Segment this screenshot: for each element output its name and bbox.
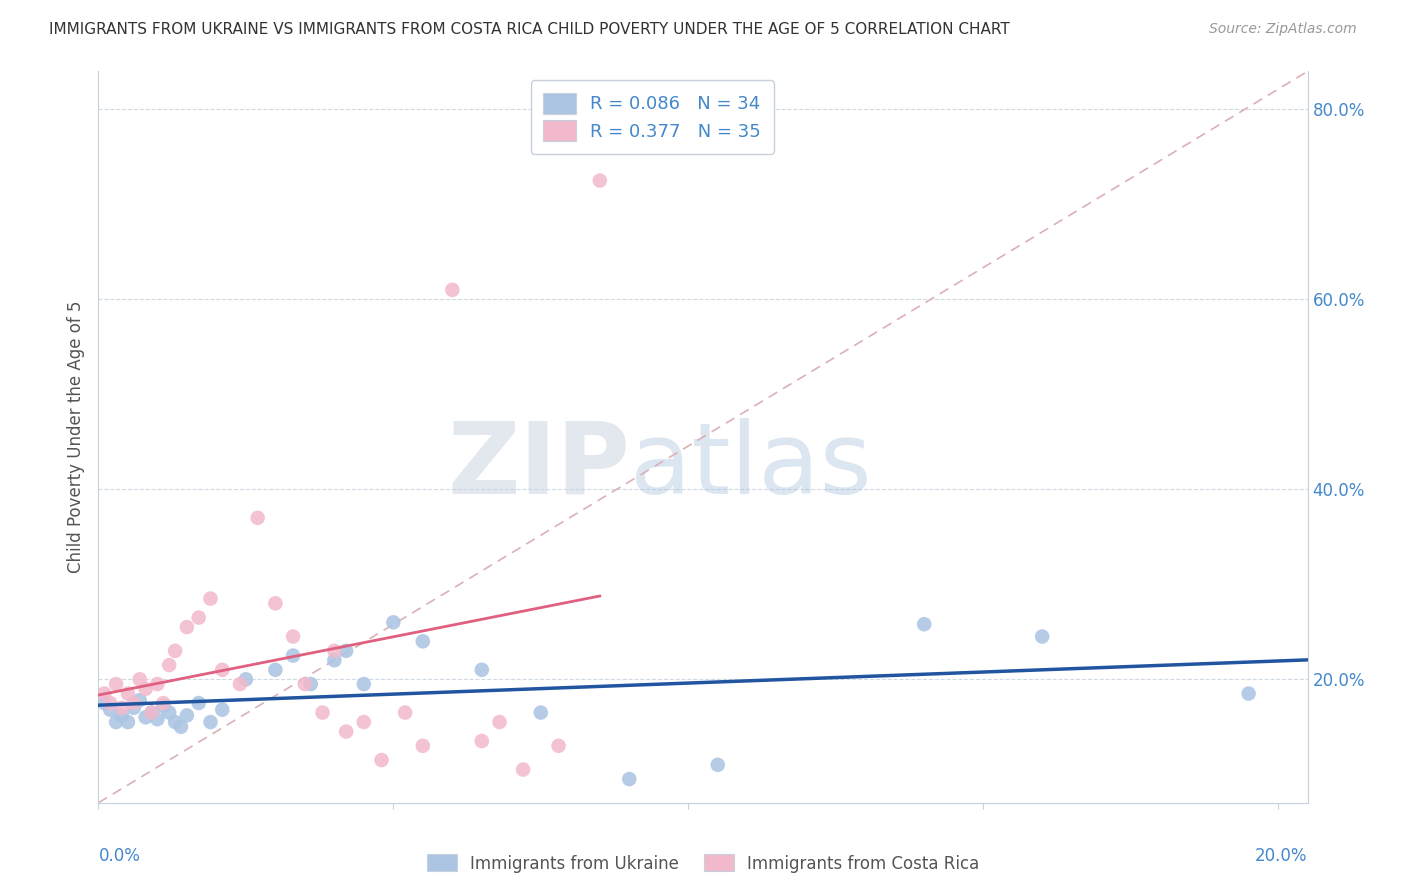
Point: [165, 644, 187, 658]
Point: [128, 693, 150, 707]
Legend: R = 0.086   N = 34, R = 0.377   N = 35: R = 0.086 N = 34, R = 0.377 N = 35: [530, 80, 773, 153]
Point: [706, 757, 728, 772]
Point: [488, 714, 510, 729]
Point: [264, 663, 287, 677]
Point: [211, 663, 233, 677]
Point: [98, 703, 121, 717]
Point: [311, 706, 333, 720]
Point: [471, 663, 494, 677]
Point: [122, 701, 145, 715]
Point: [229, 677, 252, 691]
Point: [187, 696, 209, 710]
Point: [323, 653, 346, 667]
Point: [146, 677, 169, 691]
Point: [211, 703, 233, 717]
Point: [117, 687, 139, 701]
Point: [246, 511, 269, 525]
Point: [152, 698, 174, 713]
Text: ZIP: ZIP: [447, 417, 630, 515]
Point: [187, 610, 209, 624]
Point: [281, 648, 304, 663]
Point: [619, 772, 641, 786]
Point: [370, 753, 392, 767]
Text: IMMIGRANTS FROM UKRAINE VS IMMIGRANTS FROM COSTA RICA CHILD POVERTY UNDER THE AG: IMMIGRANTS FROM UKRAINE VS IMMIGRANTS FR…: [49, 22, 1010, 37]
Point: [323, 644, 346, 658]
Text: 0.0%: 0.0%: [98, 847, 141, 864]
Point: [146, 712, 169, 726]
Point: [353, 714, 375, 729]
Point: [157, 658, 180, 673]
Point: [152, 696, 174, 710]
Point: [105, 677, 128, 691]
Point: [128, 673, 150, 687]
Point: [412, 634, 434, 648]
Point: [117, 714, 139, 729]
Point: [105, 714, 128, 729]
Point: [1031, 630, 1053, 644]
Point: [111, 701, 134, 715]
Point: [122, 696, 145, 710]
Legend: Immigrants from Ukraine, Immigrants from Costa Rica: Immigrants from Ukraine, Immigrants from…: [420, 847, 986, 880]
Point: [1237, 687, 1260, 701]
Point: [141, 706, 163, 720]
Point: [512, 763, 534, 777]
Point: [111, 708, 134, 723]
Y-axis label: Child Poverty Under the Age of 5: Child Poverty Under the Age of 5: [66, 301, 84, 574]
Point: [471, 734, 494, 748]
Point: [547, 739, 569, 753]
Point: [165, 714, 187, 729]
Point: [157, 706, 180, 720]
Point: [93, 687, 115, 701]
Point: [441, 283, 464, 297]
Point: [235, 673, 257, 687]
Point: [135, 710, 157, 724]
Text: atlas: atlas: [630, 417, 872, 515]
Point: [382, 615, 405, 630]
Point: [98, 696, 121, 710]
Point: [264, 596, 287, 610]
Point: [353, 677, 375, 691]
Point: [294, 677, 316, 691]
Point: [176, 708, 198, 723]
Point: [335, 724, 357, 739]
Point: [176, 620, 198, 634]
Point: [170, 720, 193, 734]
Point: [93, 696, 115, 710]
Point: [589, 173, 612, 187]
Point: [135, 681, 157, 696]
Text: Source: ZipAtlas.com: Source: ZipAtlas.com: [1209, 22, 1357, 37]
Point: [394, 706, 416, 720]
Point: [200, 591, 222, 606]
Point: [335, 644, 357, 658]
Point: [281, 630, 304, 644]
Text: 20.0%: 20.0%: [1256, 847, 1308, 864]
Point: [200, 714, 222, 729]
Point: [412, 739, 434, 753]
Point: [912, 617, 935, 632]
Point: [299, 677, 322, 691]
Point: [141, 706, 163, 720]
Point: [530, 706, 553, 720]
